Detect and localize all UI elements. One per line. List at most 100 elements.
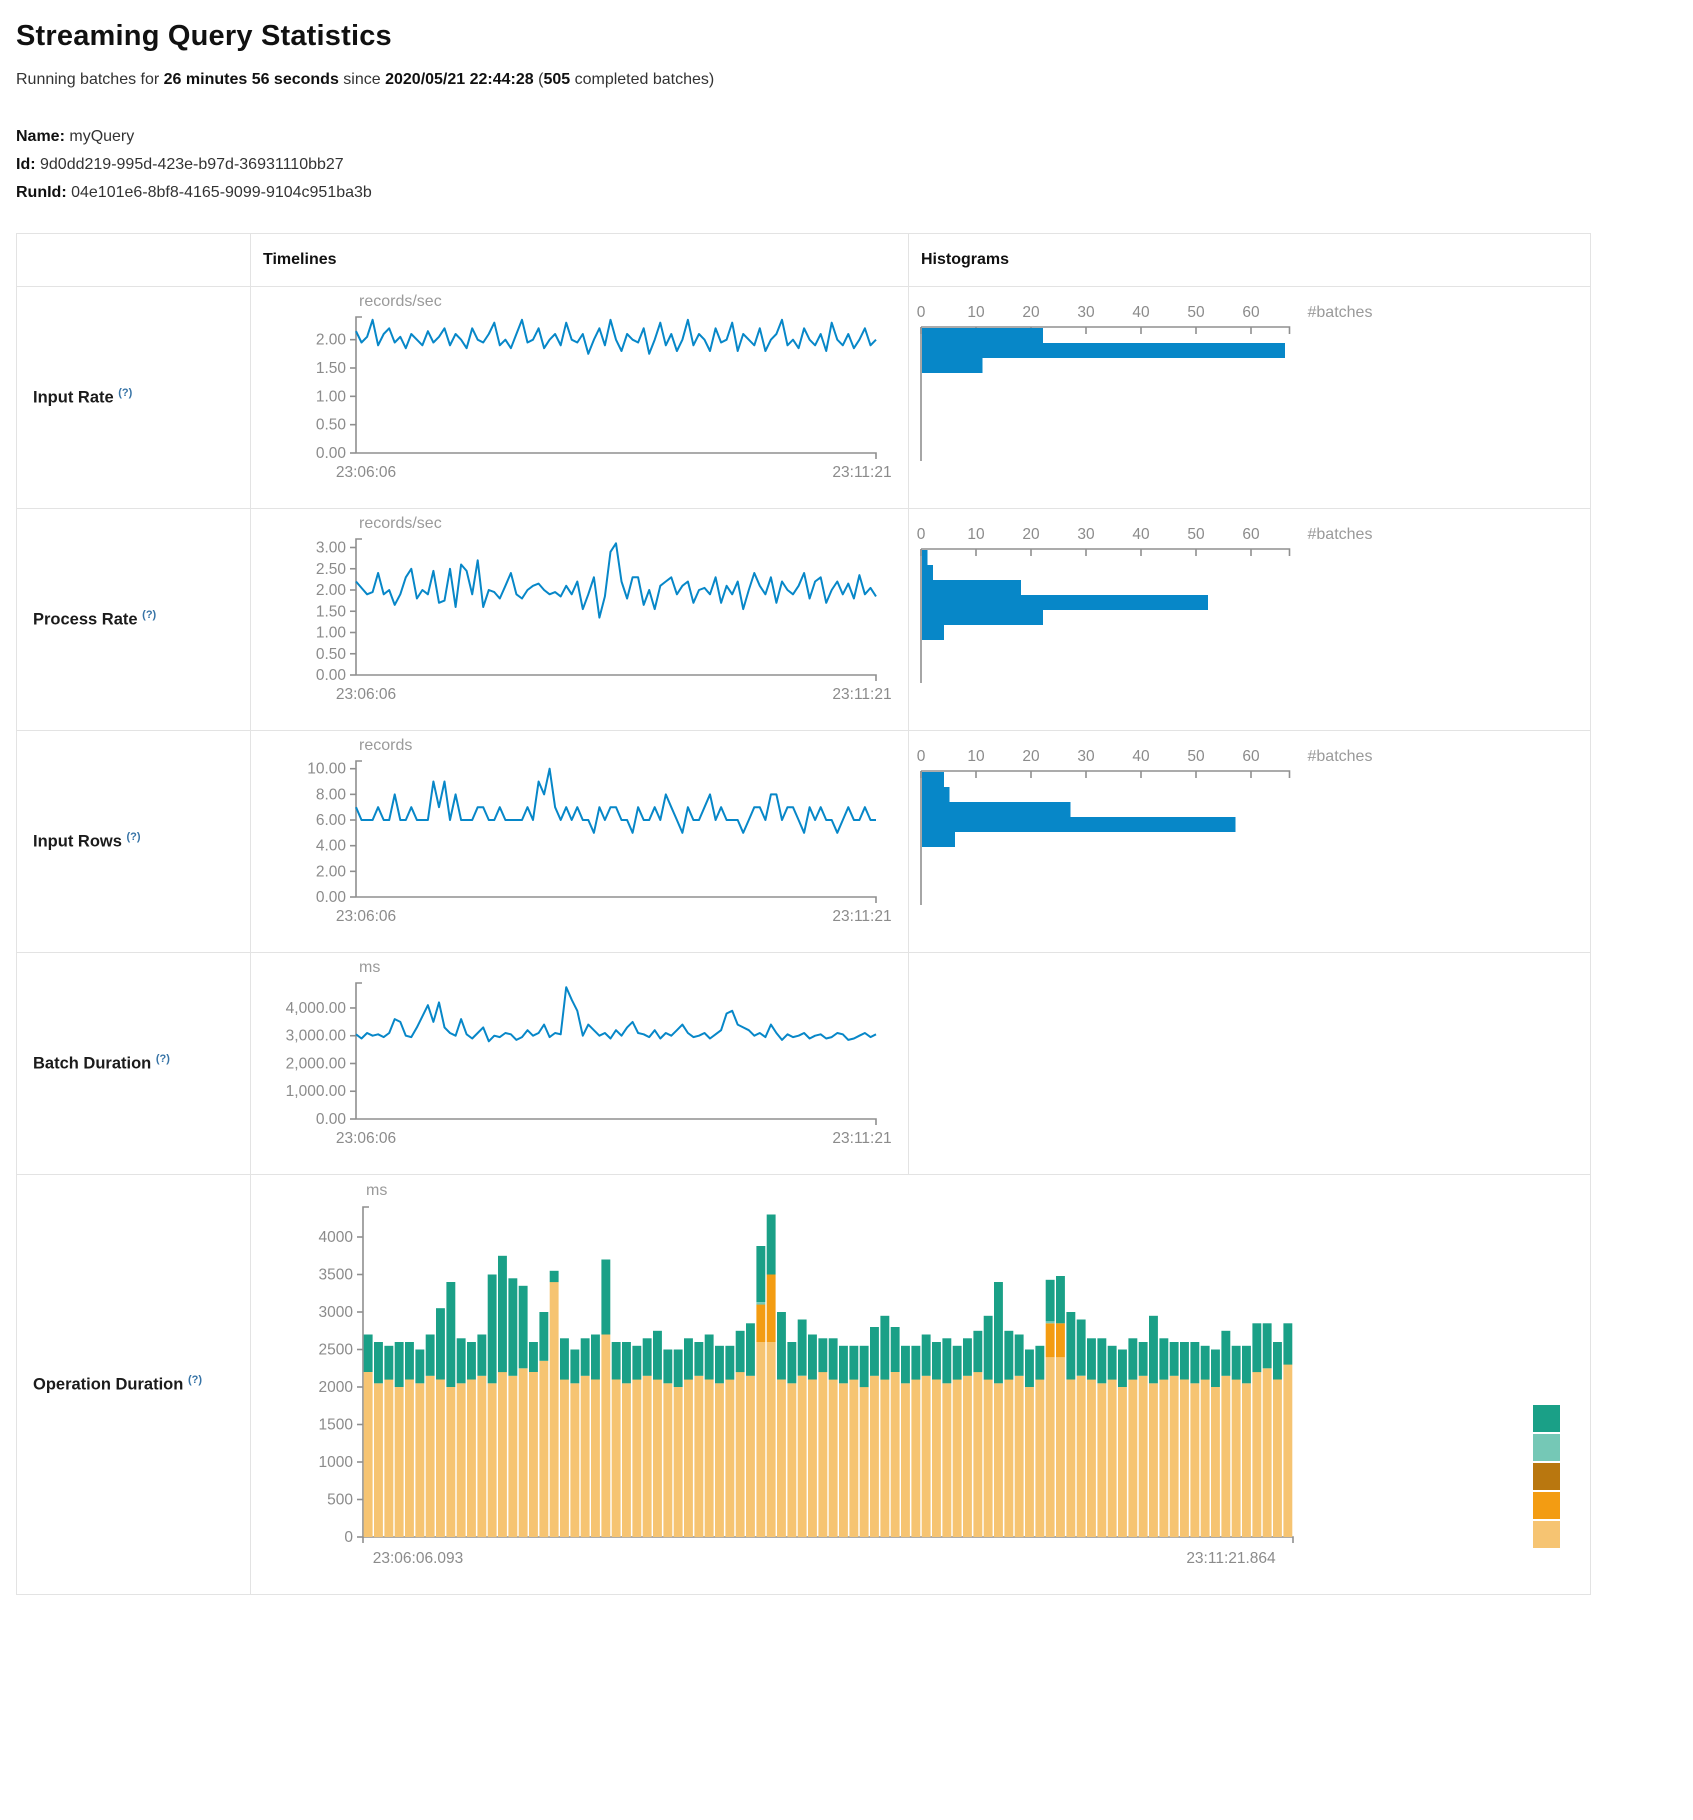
- svg-text:23:11:21.864: 23:11:21.864: [1186, 1550, 1276, 1567]
- query-runid-value: 04e101e6-8bf8-4165-9099-9104c951ba3b: [71, 184, 372, 201]
- process-rate-histogram-chart: 0 10 20 30 40 50 60 #batches: [909, 513, 1590, 724]
- svg-text:1500: 1500: [319, 1417, 354, 1434]
- svg-text:#batches: #batches: [1308, 304, 1373, 321]
- svg-text:40: 40: [1132, 304, 1150, 321]
- streaming-query-statistics-page: Streaming Query Statistics Running batch…: [16, 20, 1677, 1595]
- svg-text:0.50: 0.50: [316, 646, 347, 663]
- svg-text:#batches: #batches: [1308, 748, 1373, 765]
- svg-text:records/sec: records/sec: [359, 293, 442, 310]
- svg-text:40: 40: [1132, 748, 1150, 765]
- batch-duration-histogram-cell: [908, 952, 1591, 1175]
- summary-since-timestamp: 2020/05/21 22:44:28: [385, 71, 534, 88]
- svg-text:#batches: #batches: [1308, 526, 1373, 543]
- svg-text:4000: 4000: [319, 1229, 354, 1246]
- svg-text:23:06:06: 23:06:06: [336, 464, 396, 481]
- svg-text:2500: 2500: [319, 1342, 354, 1359]
- svg-text:4,000.00: 4,000.00: [286, 1000, 347, 1017]
- statistics-table: Timelines Histograms Input Rate (?) reco…: [16, 233, 1591, 1595]
- query-id-label: Id:: [16, 156, 36, 173]
- svg-text:6.00: 6.00: [316, 812, 347, 829]
- query-name-label: Name:: [16, 128, 65, 145]
- svg-text:1,000.00: 1,000.00: [286, 1083, 347, 1100]
- query-metadata: Name: myQuery Id: 9d0dd219-995d-423e-b97…: [16, 123, 1677, 207]
- query-name-value: myQuery: [69, 128, 135, 145]
- svg-text:50: 50: [1187, 526, 1205, 543]
- svg-text:records: records: [359, 737, 412, 754]
- svg-text:2.00: 2.00: [316, 582, 347, 599]
- batch-duration-label: Batch Duration: [33, 1054, 152, 1073]
- operation-duration-label: Operation Duration: [33, 1375, 184, 1394]
- svg-text:records/sec: records/sec: [359, 515, 442, 532]
- svg-text:0: 0: [344, 1529, 353, 1546]
- svg-text:2.00: 2.00: [316, 332, 347, 349]
- svg-text:23:06:06: 23:06:06: [336, 908, 396, 925]
- svg-text:0.50: 0.50: [316, 417, 347, 434]
- input-rows-timeline-cell: records 0.00 2.00 4.00 6.00 8.00 10.00 23:06:06…: [250, 730, 909, 953]
- process-rate-histogram-cell: 0 10 20 30 40 50 60 #batches: [908, 508, 1591, 731]
- svg-text:30: 30: [1077, 304, 1095, 321]
- operation-duration-chart-cell: ms 0 500 1000 1500 2000 2500 3000 3500 4000 23:06:…: [250, 1174, 1591, 1595]
- svg-text:40: 40: [1132, 526, 1150, 543]
- process-rate-timeline-chart: records/sec 0.00 0.50 1.00 1.50 2.00 2.50 3.00 2…: [251, 513, 908, 724]
- query-name-line: Name: myQuery: [16, 123, 1677, 151]
- empty-header-cell: [16, 233, 251, 287]
- svg-text:ms: ms: [366, 1182, 387, 1199]
- input-rate-help-icon[interactable]: (?): [118, 387, 133, 400]
- svg-text:4.00: 4.00: [316, 838, 347, 855]
- svg-text:0: 0: [917, 526, 926, 543]
- svg-text:60: 60: [1242, 526, 1260, 543]
- input-rate-label: Input Rate: [33, 388, 114, 407]
- input-rate-label-cell: Input Rate (?): [16, 286, 251, 509]
- timelines-column-header: Timelines: [250, 233, 909, 287]
- summary-suffix: completed batches): [570, 71, 715, 88]
- input-rows-help-icon[interactable]: (?): [126, 831, 141, 844]
- svg-text:50: 50: [1187, 748, 1205, 765]
- svg-text:2.00: 2.00: [316, 863, 347, 880]
- input-rows-label-cell: Input Rows (?): [16, 730, 251, 953]
- summary-middle: since: [338, 71, 386, 88]
- operation-duration-row: Operation Duration (?) ms 0 500 1000 1500 200…: [16, 1174, 1591, 1595]
- process-rate-label-cell: Process Rate (?): [16, 508, 251, 731]
- svg-text:0.00: 0.00: [316, 667, 347, 684]
- svg-text:0.00: 0.00: [316, 1111, 347, 1128]
- batch-duration-row: Batch Duration (?) ms 0.00 1,000.00 2,000.0…: [16, 952, 1591, 1175]
- operation-duration-help-icon[interactable]: (?): [187, 1374, 202, 1387]
- svg-text:50: 50: [1187, 304, 1205, 321]
- batch-duration-help-icon[interactable]: (?): [155, 1053, 170, 1066]
- svg-text:60: 60: [1242, 304, 1260, 321]
- process-rate-label: Process Rate: [33, 610, 138, 629]
- svg-text:20: 20: [1022, 526, 1040, 543]
- table-header-row: Timelines Histograms: [16, 233, 1591, 287]
- query-id-line: Id: 9d0dd219-995d-423e-b97d-36931110bb27: [16, 151, 1677, 179]
- svg-text:8.00: 8.00: [316, 786, 347, 803]
- svg-text:0: 0: [917, 304, 926, 321]
- input-rate-histogram-chart: 0 10 20 30 40 50 60 #batches: [909, 291, 1590, 502]
- summary-prefix: Running batches for: [16, 71, 164, 88]
- svg-text:23:06:06: 23:06:06: [336, 686, 396, 703]
- process-rate-help-icon[interactable]: (?): [142, 609, 157, 622]
- process-rate-timeline-cell: records/sec 0.00 0.50 1.00 1.50 2.00 2.50 3.00 2…: [250, 508, 909, 731]
- operation-duration-label-cell: Operation Duration (?): [16, 1174, 251, 1595]
- svg-text:23:11:21: 23:11:21: [832, 686, 891, 703]
- summary-paren: (: [533, 71, 544, 88]
- batch-duration-timeline-cell: ms 0.00 1,000.00 2,000.00 3,000.00 4,000.00 23…: [250, 952, 909, 1175]
- svg-text:2,000.00: 2,000.00: [286, 1055, 347, 1072]
- svg-text:20: 20: [1022, 304, 1040, 321]
- svg-text:1000: 1000: [319, 1454, 354, 1471]
- operation-duration-stacked-chart: ms 0 500 1000 1500 2000 2500 3000 3500 4000 23:06:…: [251, 1179, 1590, 1592]
- svg-text:23:11:21: 23:11:21: [832, 1130, 891, 1147]
- svg-text:3500: 3500: [319, 1267, 354, 1284]
- summary-duration: 26 minutes 56 seconds: [163, 71, 339, 88]
- svg-text:10: 10: [967, 748, 985, 765]
- input-rate-histogram-cell: 0 10 20 30 40 50 60 #batches: [908, 286, 1591, 509]
- svg-text:23:06:06.093: 23:06:06.093: [373, 1550, 464, 1567]
- input-rows-label: Input Rows: [33, 832, 122, 851]
- svg-text:3.00: 3.00: [316, 540, 347, 557]
- running-batches-summary: Running batches for 26 minutes 56 second…: [16, 71, 1677, 89]
- svg-text:30: 30: [1077, 748, 1095, 765]
- svg-text:10.00: 10.00: [307, 761, 346, 778]
- svg-text:10: 10: [967, 526, 985, 543]
- svg-text:20: 20: [1022, 748, 1040, 765]
- svg-text:60: 60: [1242, 748, 1260, 765]
- svg-text:0.00: 0.00: [316, 445, 347, 462]
